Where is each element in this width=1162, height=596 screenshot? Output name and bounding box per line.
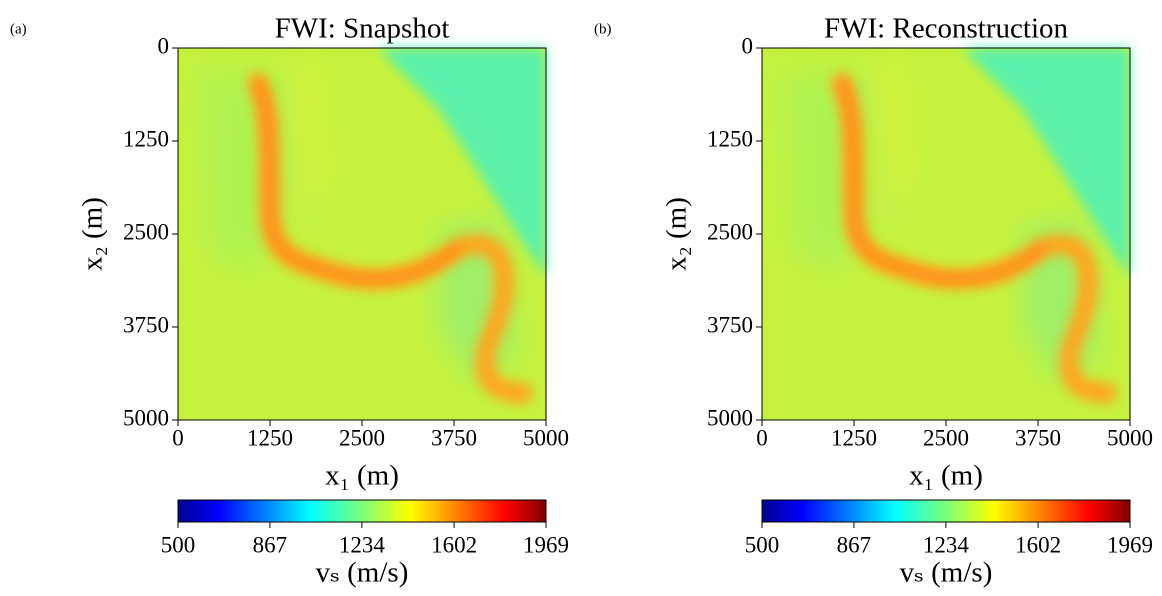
y-tick-label: 5000 bbox=[707, 405, 753, 430]
y-tick-label: 0 bbox=[158, 33, 170, 58]
panel-label: (b) bbox=[594, 21, 612, 37]
colorbar-label: vₛ (m/s) bbox=[316, 557, 409, 589]
y-tick-label: 3750 bbox=[707, 312, 753, 337]
x-tick-label: 3750 bbox=[431, 425, 477, 450]
y-tick-label: 5000 bbox=[123, 405, 169, 430]
colorbar-tick-label: 1969 bbox=[1107, 532, 1153, 557]
colorbar-tick-label: 1602 bbox=[431, 532, 477, 557]
y-tick-label: 3750 bbox=[123, 312, 169, 337]
colorbar-tick-label: 1602 bbox=[1015, 532, 1061, 557]
x-tick-label: 0 bbox=[756, 425, 768, 450]
y-axis-label: x₂ (m) bbox=[661, 197, 693, 271]
colorbar-tick-label: 500 bbox=[745, 532, 780, 557]
y-axis-label: x₂ (m) bbox=[77, 197, 109, 271]
x-tick-label: 2500 bbox=[923, 425, 969, 450]
x-tick-label: 2500 bbox=[339, 425, 385, 450]
y-tick-label: 0 bbox=[742, 33, 754, 58]
colorbar-tick-label: 867 bbox=[837, 532, 872, 557]
y-tick-label: 1250 bbox=[123, 126, 169, 151]
heatmap-image bbox=[762, 48, 1130, 420]
x-tick-label: 1250 bbox=[831, 425, 877, 450]
colorbar-tick-label: 500 bbox=[161, 532, 196, 557]
colorbar-tick-label: 867 bbox=[253, 532, 288, 557]
y-tick-label: 2500 bbox=[707, 219, 753, 244]
x-tick-label: 0 bbox=[172, 425, 184, 450]
colorbar bbox=[761, 499, 1131, 523]
colorbar-tick-label: 1234 bbox=[923, 532, 970, 557]
panel-label: (a) bbox=[10, 21, 27, 37]
chart-title: FWI: Snapshot bbox=[275, 13, 450, 45]
heatmap-image bbox=[178, 48, 546, 420]
y-tick-label: 1250 bbox=[707, 126, 753, 151]
x-tick-label: 1250 bbox=[247, 425, 293, 450]
x-axis-label: x₁ (m) bbox=[909, 460, 983, 492]
x-tick-label: 5000 bbox=[1107, 425, 1153, 450]
colorbar-label: vₛ (m/s) bbox=[900, 557, 993, 589]
y-tick-label: 2500 bbox=[123, 219, 169, 244]
chart-title: FWI: Reconstruction bbox=[824, 13, 1069, 45]
x-tick-label: 5000 bbox=[523, 425, 569, 450]
colorbar bbox=[177, 499, 547, 523]
colorbar-tick-label: 1969 bbox=[523, 532, 569, 557]
x-tick-label: 3750 bbox=[1015, 425, 1061, 450]
colorbar-tick-label: 1234 bbox=[339, 532, 386, 557]
x-axis-label: x₁ (m) bbox=[325, 460, 399, 492]
